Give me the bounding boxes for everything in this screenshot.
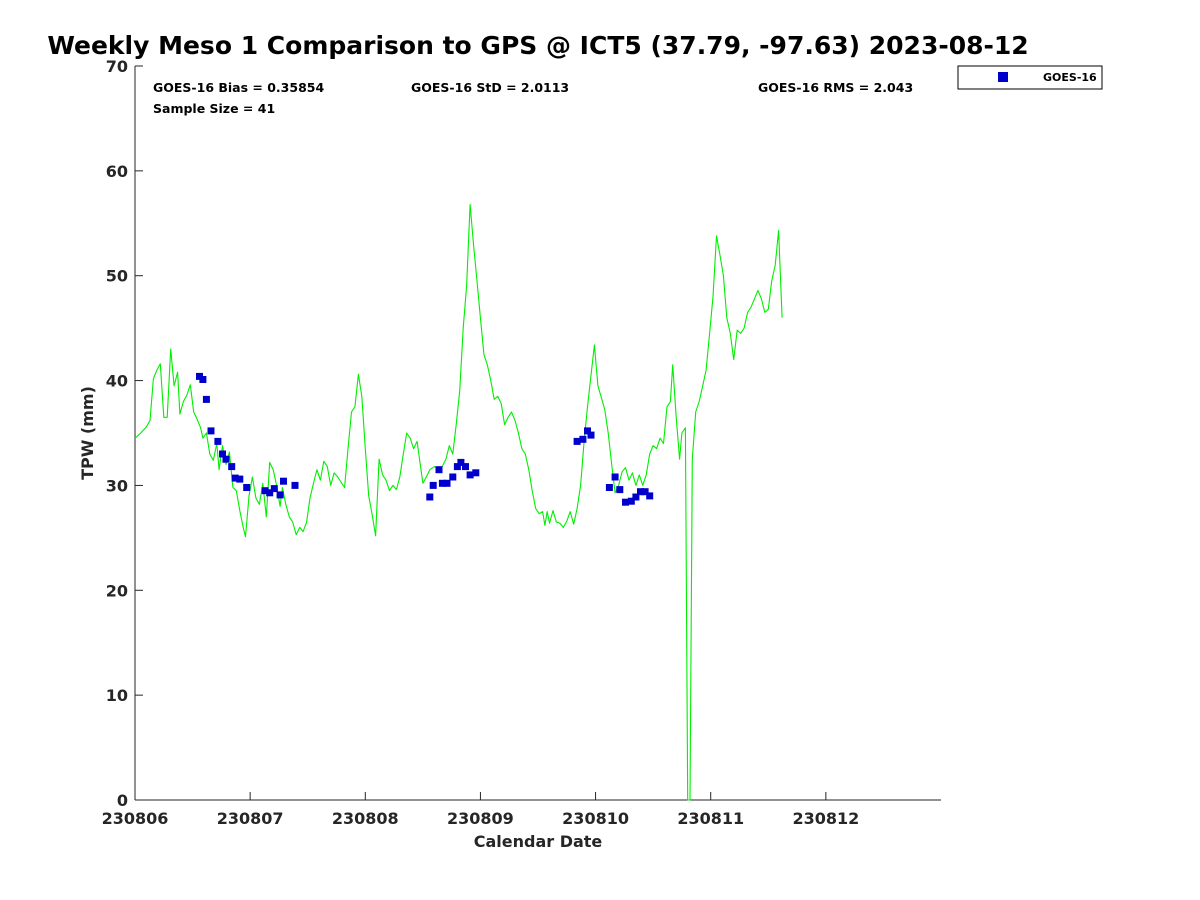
goes-16-point: [449, 473, 457, 481]
sample-size-stat: Sample Size = 41: [153, 101, 275, 116]
goes-16-point: [443, 479, 451, 487]
rms-stat: GOES-16 RMS = 2.043: [758, 80, 913, 95]
y-tick-label: 60: [106, 162, 128, 181]
goes-16-point: [280, 477, 287, 485]
legend: GOES-16: [957, 65, 1103, 90]
goes-16-point: [207, 427, 215, 435]
x-tick-label: 230807: [217, 809, 284, 828]
goes-16-point: [243, 484, 251, 491]
goes-16-point: [199, 376, 207, 383]
x-tick-label: 230812: [792, 809, 859, 828]
goes-16-point: [472, 469, 480, 477]
gps-series: [134, 203, 783, 801]
goes-16-point: [231, 474, 239, 482]
bias-stat: GOES-16 Bias = 0.35854: [153, 80, 324, 95]
goes-16-series: [196, 372, 654, 506]
goes-16-point: [261, 487, 269, 495]
goes-16-point: [429, 481, 437, 489]
goes-16-point: [276, 491, 284, 499]
y-tick-label: 10: [106, 686, 128, 705]
y-tick-label: 70: [106, 57, 128, 76]
goes-16-point: [587, 431, 595, 439]
goes-16-point: [214, 437, 222, 445]
goes-16-point: [605, 484, 613, 491]
goes-16-point: [219, 450, 226, 458]
std-stat: GOES-16 StD = 2.0113: [411, 80, 569, 95]
goes-16-point: [426, 493, 434, 501]
goes-16-point: [453, 463, 461, 471]
goes-16-point: [627, 497, 635, 505]
plot-area: [134, 66, 941, 801]
x-tick-label: 230808: [332, 809, 399, 828]
goes-16-point: [579, 435, 587, 443]
goes-16-point: [632, 493, 640, 501]
x-axis: 230806 230807 230808 230809 230810 230811 2308…: [102, 792, 859, 828]
goes-16-point: [622, 498, 629, 506]
x-axis-label: Calendar Date: [474, 832, 603, 851]
goes-16-point: [228, 463, 236, 471]
goes-16-point: [270, 485, 278, 493]
x-tick-label: 230809: [447, 809, 514, 828]
legend-goes-16-label: GOES-16: [1043, 71, 1097, 84]
goes-16-point: [266, 489, 274, 497]
goes-16-point: [222, 455, 230, 463]
goes-16-point: [641, 488, 649, 496]
y-tick-label: 50: [106, 267, 128, 286]
y-tick-label: 30: [106, 476, 128, 495]
y-axis-label: TPW (mm): [78, 386, 97, 480]
x-tick-label: 230811: [677, 809, 744, 828]
goes-16-point: [457, 458, 465, 466]
goes-16-point: [438, 479, 446, 487]
y-axis: 0 10 20 30 40 50 60 70: [106, 57, 143, 810]
y-tick-label: 40: [106, 372, 128, 391]
gps-line: [134, 203, 783, 801]
y-tick-label: 0: [117, 791, 128, 810]
legend-box: [957, 65, 1103, 90]
goes-16-point: [573, 437, 581, 445]
goes-16-point: [291, 481, 299, 489]
goes-16-point: [202, 395, 210, 403]
goes-16-point: [462, 463, 469, 471]
goes-16-point: [611, 473, 619, 481]
goes-16-point: [616, 486, 624, 494]
legend-goes-16-marker: [998, 72, 1008, 82]
chart-title: Weekly Meso 1 Comparison to GPS @ ICT5 (…: [47, 31, 1028, 60]
goes-16-point: [637, 488, 644, 496]
x-tick-label: 230810: [562, 809, 629, 828]
goes-16-point: [236, 475, 244, 483]
x-tick-label: 230806: [102, 809, 169, 828]
goes-16-point: [435, 466, 443, 474]
y-tick-label: 20: [106, 581, 128, 600]
goes-16-point: [584, 427, 591, 435]
goes-16-point: [646, 492, 654, 500]
goes-16-point: [466, 471, 474, 479]
